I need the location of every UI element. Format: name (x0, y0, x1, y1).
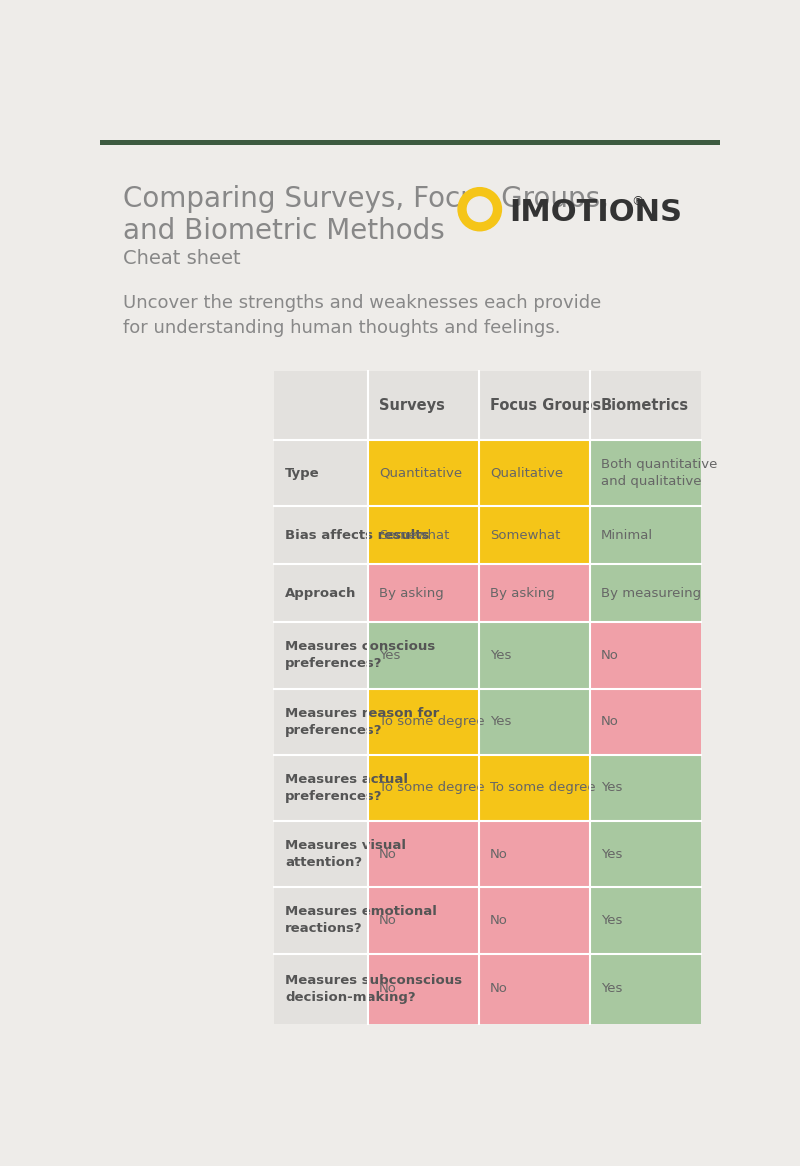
Text: Type: Type (286, 466, 320, 480)
Bar (479, 754, 590, 821)
Text: No: No (379, 848, 397, 861)
Text: for understanding human thoughts and feelings.: for understanding human thoughts and fee… (123, 318, 561, 337)
Text: Cheat sheet: Cheat sheet (123, 250, 241, 268)
Bar (368, 623, 479, 689)
Bar (100, 140, 720, 146)
Bar (368, 754, 479, 821)
Bar (590, 441, 701, 506)
Text: Yes: Yes (601, 982, 622, 996)
Text: Biometrics: Biometrics (601, 398, 689, 413)
Text: To some degree: To some degree (379, 781, 485, 794)
Bar (274, 506, 368, 564)
Text: Both quantitative
and qualitative: Both quantitative and qualitative (601, 458, 717, 489)
Bar (274, 821, 368, 887)
Text: Yes: Yes (601, 848, 622, 861)
Bar (479, 887, 590, 954)
Text: No: No (601, 715, 618, 729)
Bar (368, 441, 479, 506)
Bar (590, 821, 701, 887)
Text: Quantitative: Quantitative (379, 466, 462, 480)
Circle shape (467, 197, 492, 222)
Text: Yes: Yes (490, 715, 511, 729)
Bar (590, 754, 701, 821)
Bar (479, 689, 590, 754)
Text: Uncover the strengths and weaknesses each provide: Uncover the strengths and weaknesses eac… (123, 294, 602, 312)
Text: Measures conscious
preferences?: Measures conscious preferences? (286, 640, 435, 670)
Text: No: No (490, 848, 508, 861)
Bar (590, 623, 701, 689)
Text: Measures reason for
preferences?: Measures reason for preferences? (286, 707, 439, 737)
Bar (274, 371, 701, 441)
Text: Somewhat: Somewhat (490, 529, 560, 542)
Circle shape (458, 188, 502, 231)
Text: To some degree: To some degree (490, 781, 595, 794)
Text: Somewhat: Somewhat (379, 529, 450, 542)
Text: By asking: By asking (379, 586, 444, 599)
Text: Qualitative: Qualitative (490, 466, 563, 480)
Bar (368, 821, 479, 887)
Bar (274, 754, 368, 821)
Bar (590, 506, 701, 564)
Text: IMOTIONS: IMOTIONS (509, 198, 682, 227)
Bar (590, 564, 701, 623)
Text: By measureing: By measureing (601, 586, 701, 599)
Text: No: No (601, 649, 618, 662)
Text: and Biometric Methods: and Biometric Methods (123, 217, 445, 245)
Bar (368, 564, 479, 623)
Text: By asking: By asking (490, 586, 554, 599)
Text: ®: ® (632, 195, 644, 208)
Text: Yes: Yes (601, 914, 622, 927)
Text: No: No (490, 982, 508, 996)
Bar (479, 564, 590, 623)
Text: No: No (490, 914, 508, 927)
Bar (590, 887, 701, 954)
Bar (590, 954, 701, 1024)
Bar (368, 506, 479, 564)
Bar (479, 441, 590, 506)
Text: Bias affects results: Bias affects results (286, 529, 430, 542)
Bar (368, 954, 479, 1024)
Bar (274, 623, 368, 689)
Text: Comparing Surveys, Focus Groups,: Comparing Surveys, Focus Groups, (123, 184, 610, 212)
Text: Focus Groups: Focus Groups (490, 398, 601, 413)
Bar (479, 623, 590, 689)
Bar (368, 689, 479, 754)
Bar (479, 954, 590, 1024)
Text: To some degree: To some degree (379, 715, 485, 729)
Text: No: No (379, 914, 397, 927)
Text: Yes: Yes (601, 781, 622, 794)
Text: Measures actual
preferences?: Measures actual preferences? (286, 773, 408, 803)
Text: No: No (379, 982, 397, 996)
Bar (274, 954, 368, 1024)
Bar (274, 887, 368, 954)
Bar (274, 441, 368, 506)
Text: Minimal: Minimal (601, 529, 653, 542)
Text: Yes: Yes (490, 649, 511, 662)
Text: Approach: Approach (286, 586, 357, 599)
Text: Yes: Yes (379, 649, 401, 662)
Bar (368, 887, 479, 954)
Text: Surveys: Surveys (379, 398, 445, 413)
Text: Measures visual
attention?: Measures visual attention? (286, 840, 406, 869)
Bar (479, 506, 590, 564)
Bar (274, 564, 368, 623)
Text: Measures emotional
reactions?: Measures emotional reactions? (286, 905, 437, 935)
Bar (274, 689, 368, 754)
Text: Measures subconscious
decision-making?: Measures subconscious decision-making? (286, 974, 462, 1004)
Bar (479, 821, 590, 887)
Bar (590, 689, 701, 754)
